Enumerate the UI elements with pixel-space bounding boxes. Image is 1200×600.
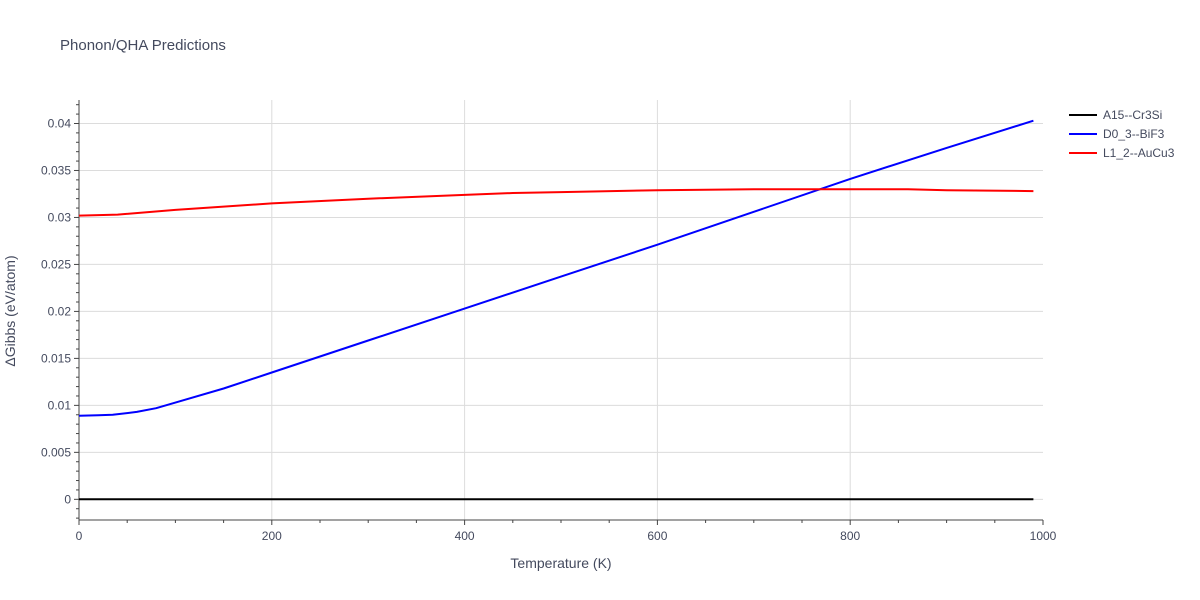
x-tick-label: 800 xyxy=(840,529,860,543)
x-axis-title: Temperature (K) xyxy=(510,555,611,571)
legend-label: L1_2--AuCu3 xyxy=(1103,146,1175,160)
legend-label: D0_3--BiF3 xyxy=(1103,127,1165,141)
x-tick-label: 400 xyxy=(455,529,475,543)
x-tick-label: 600 xyxy=(647,529,667,543)
y-tick-label: 0.005 xyxy=(41,445,71,459)
legend-item[interactable]: A15--Cr3Si xyxy=(1069,108,1162,122)
y-tick-label: 0 xyxy=(64,492,71,506)
y-tick-label: 0.02 xyxy=(48,304,72,318)
y-axis-title: ΔGibbs (eV/atom) xyxy=(2,255,18,366)
y-tick-label: 0.035 xyxy=(41,163,71,177)
plot-area xyxy=(78,119,1034,501)
series-line-1[interactable] xyxy=(78,119,1034,417)
y-tick-label: 0.015 xyxy=(41,351,71,365)
series-line-2[interactable] xyxy=(78,188,1034,217)
x-tick-label: 1000 xyxy=(1030,529,1057,543)
axes: 0 200 400 600 800 1000 0 0.005 0.01 0.015 0.02 0.02… xyxy=(41,100,1057,543)
y-tick-label: 0.025 xyxy=(41,257,71,271)
x-tick-label: 200 xyxy=(262,529,282,543)
y-tick-label: 0.01 xyxy=(48,398,72,412)
x-tick-label: 0 xyxy=(76,529,83,543)
legend-label: A15--Cr3Si xyxy=(1103,108,1162,122)
y-tick-label: 0.03 xyxy=(48,210,72,224)
legend[interactable]: A15--Cr3Si D0_3--BiF3 L1_2--AuCu3 xyxy=(1069,108,1175,160)
legend-item[interactable]: L1_2--AuCu3 xyxy=(1069,146,1175,160)
y-tick-label: 0.04 xyxy=(48,116,72,130)
legend-item[interactable]: D0_3--BiF3 xyxy=(1069,127,1165,141)
chart-title: Phonon/QHA Predictions xyxy=(60,37,226,54)
